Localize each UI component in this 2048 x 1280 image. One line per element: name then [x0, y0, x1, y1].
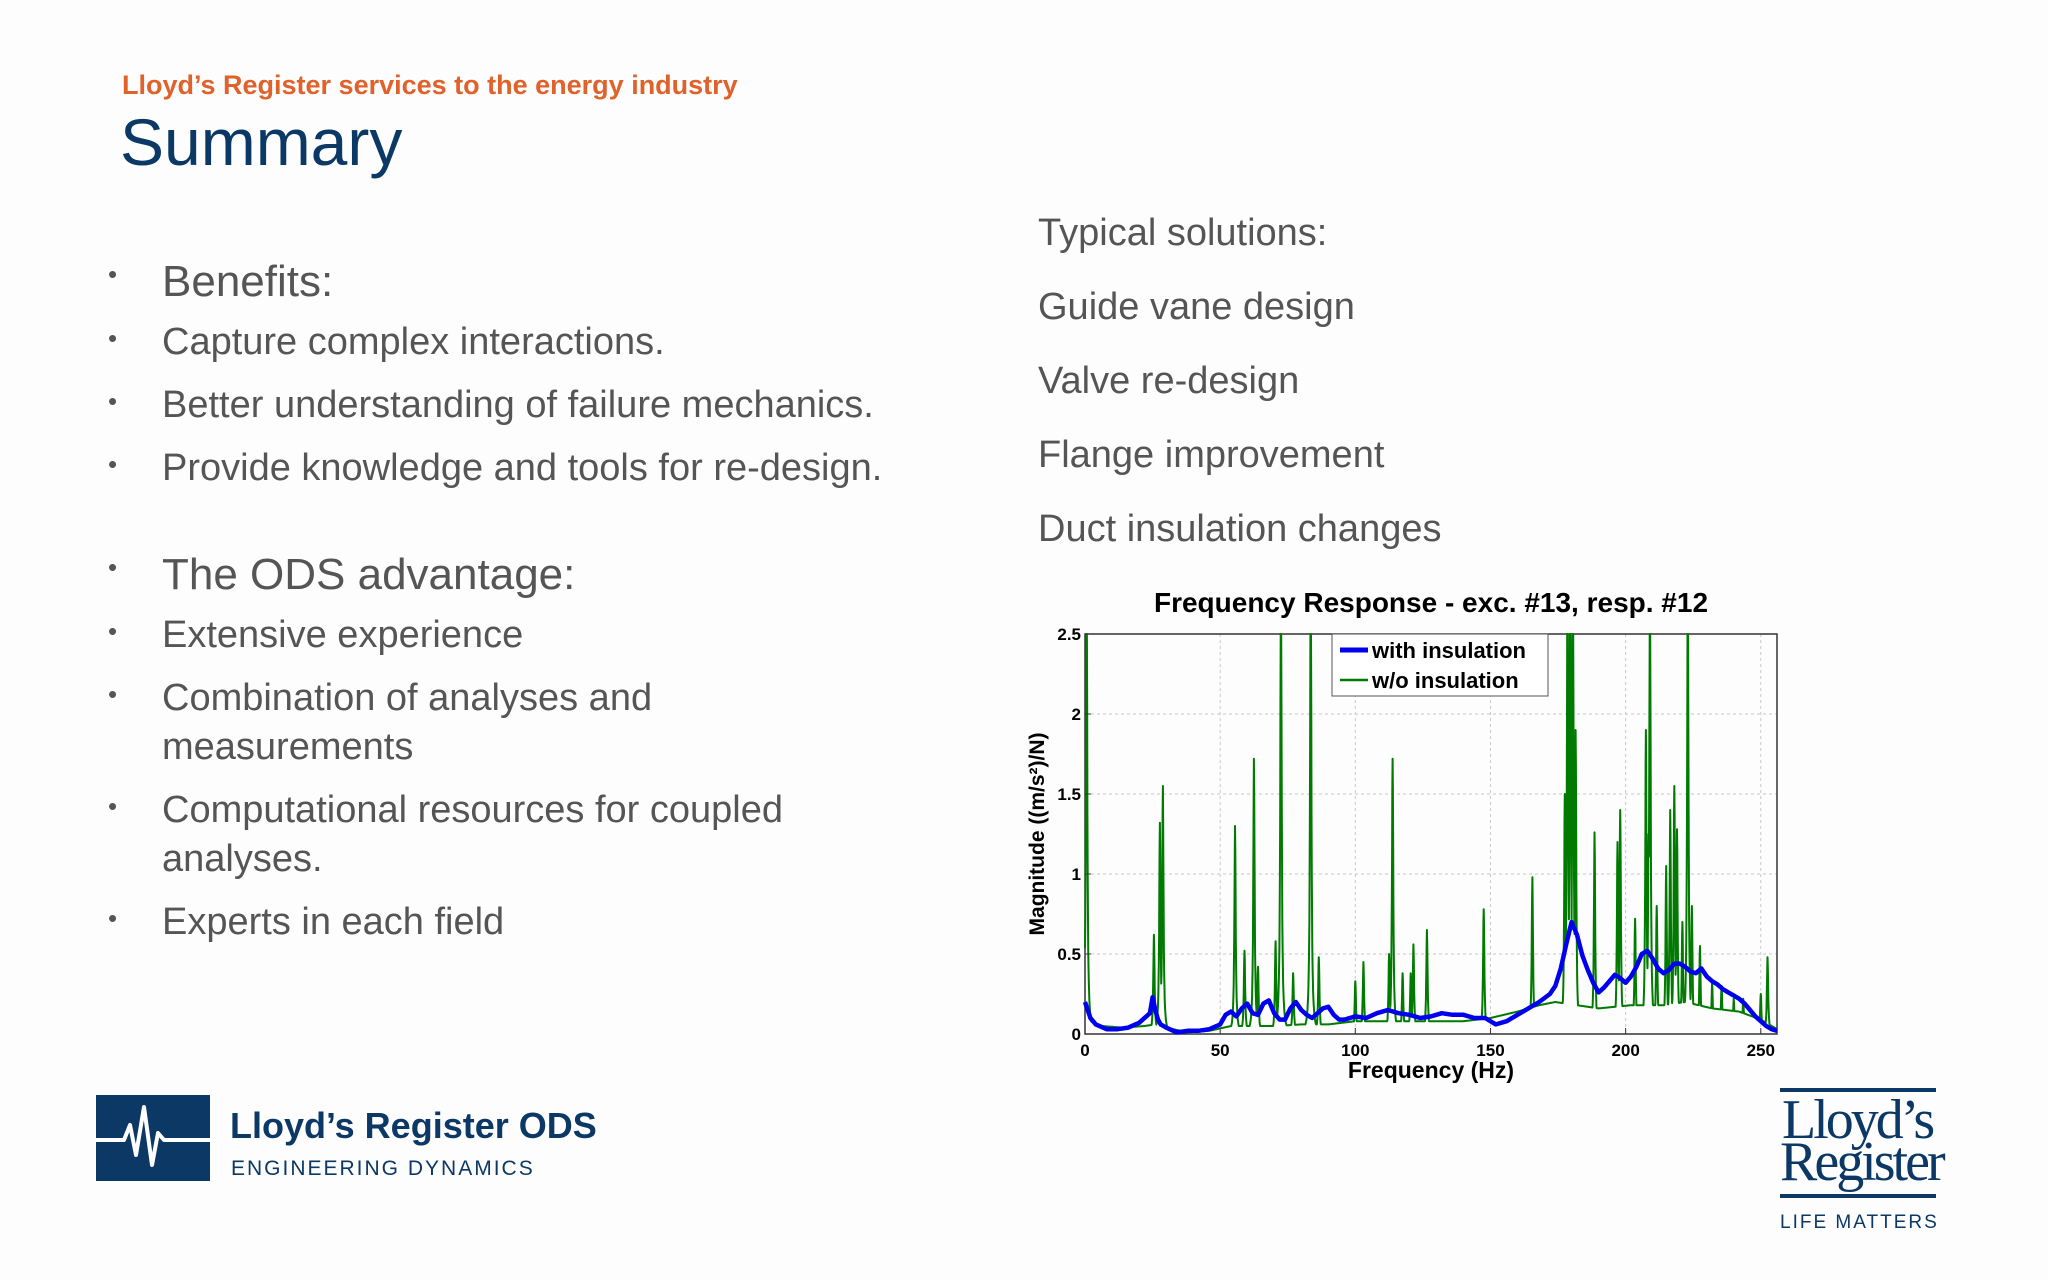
bullet-icon: • [108, 552, 118, 582]
benefit-text: Better understanding of failure mechanic… [162, 384, 874, 426]
list-item: • Provide knowledge and tools for re-des… [108, 444, 968, 493]
x-tick-label: 150 [1476, 1041, 1504, 1060]
list-item: • Extensive experience [108, 611, 968, 660]
list-item: Guide vane design [1038, 286, 1355, 328]
benefit-text: Capture complex interactions. [162, 321, 665, 363]
logo-rule [1780, 1088, 1936, 1092]
typical-solutions-list: Typical solutions: Guide vane design Val… [1038, 196, 1441, 566]
logo-rule [1780, 1194, 1936, 1198]
x-tick-label: 200 [1611, 1041, 1639, 1060]
advantage-text: Extensive experience [162, 614, 524, 656]
ods-logo-subtitle: ENGINEERING DYNAMICS [231, 1157, 535, 1180]
x-tick-label: 250 [1747, 1041, 1775, 1060]
list-item: • Combination of analyses and measuremen… [108, 674, 828, 772]
list-item: Duct insulation changes [1038, 508, 1442, 550]
bullet-icon: • [108, 791, 118, 821]
y-tick-label: 1 [1072, 865, 1081, 884]
x-tick-label: 0 [1080, 1041, 1089, 1060]
ods-logo-mark [96, 1095, 210, 1181]
bullet-icon: • [108, 386, 118, 416]
advantage-text: Computational resources for coupled anal… [162, 789, 784, 880]
benefit-text: Provide knowledge and tools for re-desig… [162, 447, 883, 489]
chart-title: Frequency Response - exc. #13, resp. #12 [1154, 587, 1708, 618]
y-tick-label: 1.5 [1057, 785, 1081, 804]
left-bullet-list: • Benefits: • Capture complex interactio… [108, 252, 968, 961]
lloyds-register-logo: Lloyd’s Register LIFE MATTERS [1772, 1088, 1946, 1238]
benefits-heading-row: • Benefits: [108, 252, 968, 312]
y-tick-label: 2.5 [1057, 625, 1081, 644]
advantage-heading: The ODS advantage: [162, 550, 576, 599]
x-tick-label: 50 [1211, 1041, 1230, 1060]
bullet-icon: • [108, 259, 118, 289]
x-tick-label: 100 [1341, 1041, 1369, 1060]
bullet-icon: • [108, 903, 118, 933]
solutions-heading: Typical solutions: [1038, 212, 1328, 254]
list-item: Flange improvement [1038, 434, 1385, 476]
y-tick-label: 2 [1072, 705, 1081, 724]
chart-legend: with insulation w/o insulation [1331, 633, 1549, 697]
legend-label-with-insulation: with insulation [1371, 638, 1526, 663]
x-axis-label: Frequency (Hz) [1348, 1057, 1514, 1083]
bullet-icon: • [108, 679, 118, 709]
bullet-icon: • [108, 616, 118, 646]
logo-word-register: Register [1780, 1131, 1946, 1193]
logo-word-lloyds: Lloyd’s [1782, 1089, 1935, 1151]
list-item: • Better understanding of failure mechan… [108, 381, 968, 430]
list-item: • Computational resources for coupled an… [108, 786, 868, 884]
series-line-with-insulation [1082, 919, 1778, 1035]
bullet-icon: • [108, 449, 118, 479]
ods-logo-name: Lloyd’s Register ODS [230, 1105, 597, 1146]
advantage-text: Combination of analyses and measurements [162, 677, 653, 768]
y-tick-label: 0.5 [1057, 945, 1081, 964]
section-supertitle: Lloyd’s Register services to the energy … [122, 70, 738, 100]
list-item: • Capture complex interactions. [108, 318, 968, 367]
list-item: Valve re-design [1038, 360, 1300, 402]
pulse-icon [96, 1105, 210, 1167]
bullet-icon: • [108, 323, 118, 353]
chart-series [1082, 633, 1778, 1035]
frequency-response-chart: 0 50 100 150 200 250 0 0.5 1 1.5 2 2.5 Frequency Re… [1026, 587, 1778, 1083]
benefits-heading: Benefits: [162, 257, 334, 306]
logo-tagline: LIFE MATTERS [1780, 1212, 1939, 1233]
legend-label-without-insulation: w/o insulation [1371, 668, 1519, 693]
list-item: • Experts in each field [108, 898, 968, 947]
y-tick-label: 0 [1072, 1025, 1081, 1044]
advantage-text: Experts in each field [162, 901, 505, 943]
slide-title: Summary [120, 105, 403, 179]
advantage-heading-row: • The ODS advantage: [108, 545, 968, 605]
chart-ticks: 0 50 100 150 200 250 0 0.5 1 1.5 2 2.5 [1057, 625, 1775, 1060]
y-axis-label: Magnitude ((m/s²)/N) [1026, 733, 1049, 936]
